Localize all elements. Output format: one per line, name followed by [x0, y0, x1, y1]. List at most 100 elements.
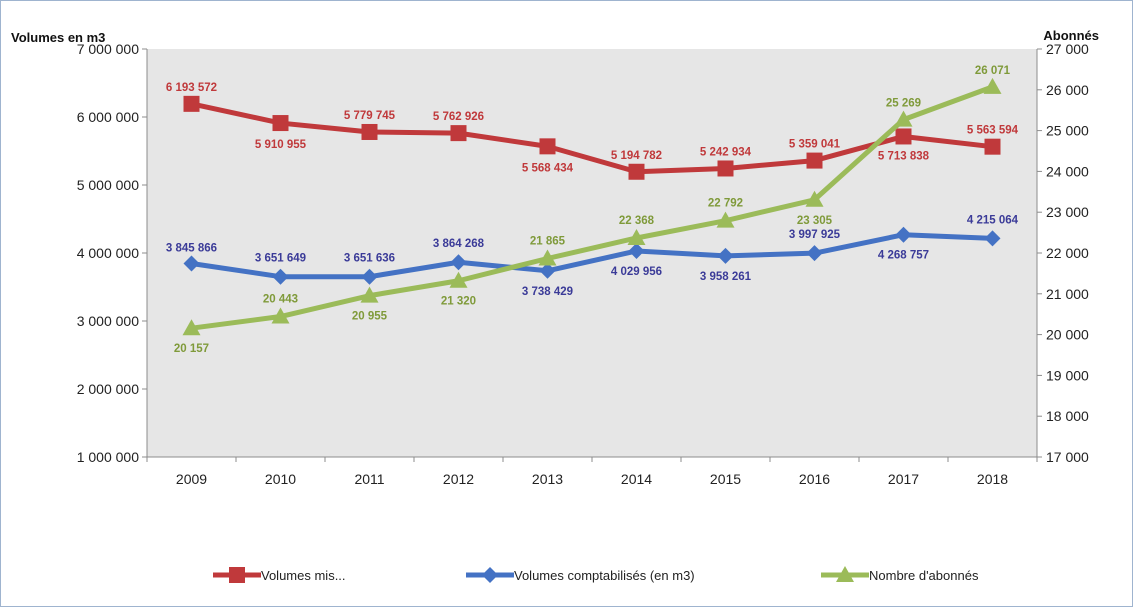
- y-right-tick-label: 18 000: [1046, 408, 1089, 424]
- plot-area: [147, 49, 1037, 457]
- data-point: [361, 268, 378, 285]
- data-point: [717, 160, 734, 177]
- data-point: [450, 254, 467, 271]
- legend-label: Volumes mis...: [261, 568, 346, 583]
- data-label: 5 242 934: [700, 146, 752, 158]
- data-label: 4 029 956: [611, 266, 662, 278]
- y-right-tick-label: 26 000: [1046, 82, 1089, 98]
- legend-item-0: Volumes mis...: [213, 567, 346, 583]
- x-tick-label: 2016: [799, 471, 830, 487]
- y-right-tick-label: 19 000: [1046, 367, 1089, 383]
- data-label: 5 762 926: [433, 111, 484, 123]
- data-point: [628, 242, 645, 259]
- data-label: 3 651 649: [255, 253, 306, 265]
- axes: 1 000 000 2 000 000 3 000 000 4 000 000 5 00…: [77, 41, 1089, 487]
- legend-swatch-marker: [836, 566, 854, 582]
- y-left-tick-label: 2 000 000: [77, 381, 139, 397]
- data-label: 21 865: [530, 236, 566, 248]
- data-point: [894, 110, 913, 127]
- y-right-tick-label: 25 000: [1046, 123, 1089, 139]
- y-right-tick-label: 22 000: [1046, 245, 1089, 261]
- x-tick-label: 2012: [443, 471, 474, 487]
- data-point: [806, 152, 823, 169]
- y-left-tick-label: 3 000 000: [77, 313, 139, 329]
- y-right-tick-label: 24 000: [1046, 163, 1089, 179]
- data-label: 5 910 955: [255, 139, 307, 151]
- y-left-axis-title: Volumes en m3: [11, 30, 105, 45]
- legend-label: Volumes comptabilisés (en m3): [514, 568, 695, 583]
- data-point: [538, 249, 557, 266]
- series-layer: [182, 77, 1002, 336]
- data-label: 6 193 572: [166, 82, 217, 94]
- data-label: 21 320: [441, 296, 476, 308]
- data-point: [805, 190, 824, 207]
- legend-item-1: Volumes comptabilisés (en m3): [466, 567, 695, 583]
- series-line: [191, 84, 994, 331]
- data-label: 4 215 064: [967, 214, 1019, 226]
- data-label: 3 738 429: [522, 286, 573, 298]
- y-right-tick-label: 20 000: [1046, 327, 1089, 343]
- data-label: 3 651 636: [344, 253, 395, 265]
- data-point: [182, 319, 201, 336]
- y-left-tick-label: 5 000 000: [77, 177, 139, 193]
- data-label: 5 194 782: [611, 150, 662, 162]
- data-label: 20 955: [352, 311, 388, 323]
- data-labels: 6 193 572 5 910 955 5 779 745 5 762 926 5 56…: [166, 65, 1019, 355]
- data-point: [539, 262, 556, 279]
- y-right-tick-label: 21 000: [1046, 286, 1089, 302]
- y-right-tick-label: 23 000: [1046, 204, 1089, 220]
- data-point: [983, 77, 1002, 94]
- y-left-tick-label: 7 000 000: [77, 41, 139, 57]
- data-point: [539, 138, 556, 155]
- data-point: [717, 247, 734, 264]
- data-label: 4 268 757: [878, 250, 929, 262]
- data-point: [627, 228, 646, 245]
- data-point: [628, 163, 645, 180]
- data-label: 5 563 594: [967, 125, 1019, 137]
- x-tick-label: 2010: [265, 471, 296, 487]
- x-tick-label: 2017: [888, 471, 919, 487]
- y-right-axis-title: Abonnés: [1043, 28, 1099, 43]
- legend[interactable]: Volumes mis... Volumes comptabilisés (en …: [213, 566, 979, 583]
- y-left-tick-label: 1 000 000: [77, 449, 139, 465]
- x-tick-label: 2018: [977, 471, 1008, 487]
- data-point: [984, 230, 1001, 247]
- series-line: [190, 101, 993, 175]
- data-label: 22 368: [619, 215, 655, 227]
- series-line: [191, 232, 993, 280]
- data-point: [806, 245, 823, 262]
- data-point: [716, 211, 735, 228]
- y-left-tick-label: 4 000 000: [77, 245, 139, 261]
- data-point: [272, 268, 289, 285]
- series-2: [182, 77, 1002, 336]
- data-label: 3 997 925: [789, 229, 841, 241]
- data-label: 5 713 838: [878, 150, 930, 162]
- data-label: 20 157: [174, 343, 209, 355]
- data-label: 5 359 041: [789, 139, 841, 151]
- data-label: 23 305: [797, 215, 833, 227]
- data-point: [449, 271, 468, 288]
- legend-swatch-marker: [482, 567, 498, 583]
- data-label: 3 958 261: [700, 271, 752, 283]
- series-1: [183, 226, 1001, 285]
- x-tick-label: 2014: [621, 471, 652, 487]
- data-label: 26 071: [975, 65, 1011, 77]
- x-tick-label: 2013: [532, 471, 563, 487]
- data-point: [183, 255, 200, 272]
- legend-item-2: Nombre d'abonnés: [821, 566, 979, 583]
- y-left-tick-label: 6 000 000: [77, 109, 139, 125]
- data-point: [360, 286, 379, 303]
- data-label: 5 568 434: [522, 162, 574, 174]
- data-label: 3 845 866: [166, 242, 217, 254]
- data-point: [984, 138, 1001, 155]
- data-point: [895, 226, 912, 243]
- y-right-tick-label: 17 000: [1046, 449, 1089, 465]
- data-point: [272, 115, 289, 132]
- x-tick-label: 2009: [176, 471, 207, 487]
- data-label: 5 779 745: [344, 110, 396, 122]
- legend-swatch-marker: [229, 567, 245, 583]
- data-label: 3 864 268: [433, 238, 485, 250]
- data-point: [895, 128, 912, 145]
